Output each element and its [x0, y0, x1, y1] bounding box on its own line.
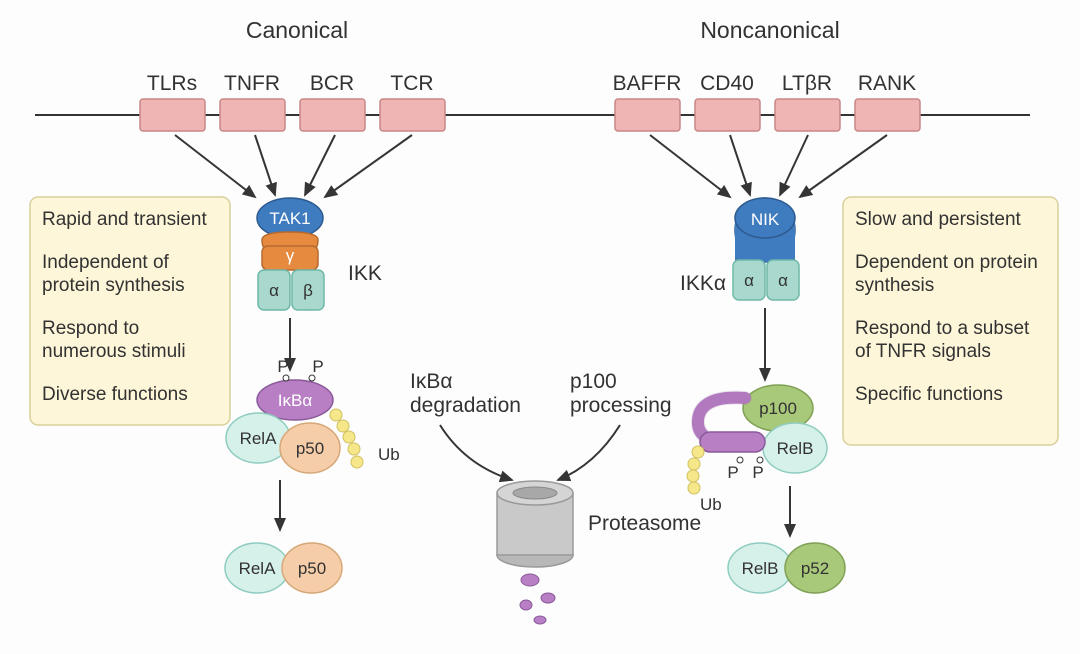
- receptor-label: BCR: [310, 72, 354, 95]
- rela-label: RelA: [240, 429, 278, 448]
- ikk-alpha-label: α: [269, 281, 279, 300]
- p-label: P: [727, 463, 738, 482]
- p50-label: p50: [298, 559, 326, 578]
- receptor-tnfr: TNFR: [220, 72, 285, 131]
- p52-label: p52: [801, 559, 829, 578]
- infobox-line: Respond to: [42, 318, 139, 339]
- noncanonical-receptors: BAFFR CD40 LTβR RANK: [613, 72, 920, 131]
- proteasome-fragments: [520, 574, 555, 624]
- ikka-label: IKKα: [680, 272, 726, 295]
- infobox-line: Dependent on protein: [855, 252, 1038, 273]
- infobox-line: protein synthesis: [42, 275, 185, 296]
- p-label: P: [312, 357, 323, 376]
- ikba-complex: IκBα P P RelA p50 Ub: [226, 357, 400, 473]
- receptor-label: CD40: [700, 72, 754, 95]
- infobox-line: of TNFR signals: [855, 341, 991, 362]
- canonical-receptors: TLRs TNFR BCR TCR: [140, 72, 445, 131]
- gamma-label: γ: [286, 246, 295, 265]
- ub-label: Ub: [378, 445, 400, 464]
- infobox-line: Diverse functions: [42, 384, 188, 405]
- p100-complex: p100 RelB P P Ub: [687, 385, 827, 514]
- nik-label: NIK: [751, 210, 780, 229]
- noncanonical-kinase-complex: NIK α α IKKα: [680, 198, 799, 300]
- p-label: P: [277, 357, 288, 376]
- receptor-label: TLRs: [147, 72, 197, 95]
- receptor-tlrs: TLRs: [140, 72, 205, 131]
- receptor-cd40: CD40: [695, 72, 760, 131]
- ikka-alpha2-label: α: [778, 271, 788, 290]
- relb-label: RelB: [777, 439, 814, 458]
- receptor-label: TNFR: [224, 72, 280, 95]
- receptor-label: LTβR: [782, 72, 832, 95]
- infobox-line: Respond to a subset: [855, 318, 1030, 339]
- infobox-line: Rapid and transient: [42, 209, 207, 230]
- rela-label: RelA: [239, 559, 277, 578]
- noncanonical-receptor-arrows: [650, 135, 887, 197]
- receptor-label: RANK: [858, 72, 916, 95]
- proteasome: Proteasome: [497, 481, 701, 567]
- ikk-beta-label: β: [303, 281, 313, 300]
- infobox-line: Specific functions: [855, 384, 1003, 405]
- receptor-ltbr: LTβR: [775, 72, 840, 131]
- ub-chain: Ub: [330, 409, 400, 468]
- receptor-label: TCR: [390, 72, 433, 95]
- infobox-line: Slow and persistent: [855, 209, 1022, 230]
- canonical-receptor-arrows: [175, 135, 412, 197]
- p-label: P: [752, 463, 763, 482]
- p100-proc-label1: p100: [570, 370, 617, 393]
- ikba-deg-label1: IκBα: [410, 370, 452, 393]
- noncanonical-title: Noncanonical: [700, 17, 839, 43]
- noncanonical-infobox: Slow and persistent Dependent on protein…: [843, 197, 1058, 445]
- ub-label: Ub: [700, 495, 722, 514]
- proteasome-label: Proteasome: [588, 512, 701, 535]
- p100-proc-label2: processing: [570, 394, 672, 417]
- canonical-title: Canonical: [246, 17, 348, 43]
- receptor-label: BAFFR: [613, 72, 682, 95]
- tak1-label: TAK1: [269, 209, 310, 228]
- receptor-rank: RANK: [855, 72, 920, 131]
- canonical-kinase-complex: TAK1 γ α β IKK: [257, 198, 382, 310]
- receptor-tcr: TCR: [380, 72, 445, 131]
- p50-label: p50: [296, 439, 324, 458]
- ikka-alpha1-label: α: [744, 271, 754, 290]
- infobox-line: numerous stimuli: [42, 341, 186, 362]
- ikba-label: IκBα: [278, 391, 313, 410]
- relb-label: RelB: [742, 559, 779, 578]
- ikba-deg-label2: degradation: [410, 394, 521, 417]
- rela-p50-dimer: RelA p50: [225, 543, 342, 593]
- ikk-label: IKK: [348, 262, 382, 285]
- ub-chain-nc: Ub: [687, 446, 722, 514]
- infobox-line: Independent of: [42, 252, 170, 273]
- diagram-canvas: Canonical Noncanonical TLRs TNFR BCR TCR…: [0, 0, 1080, 654]
- receptor-bcr: BCR: [300, 72, 365, 131]
- relb-p52-dimer: RelB p52: [728, 543, 845, 593]
- canonical-infobox: Rapid and transient Independent of prote…: [30, 197, 230, 425]
- process-arrows: IκBα degradation p100 processing: [410, 370, 672, 480]
- receptor-baffr: BAFFR: [613, 72, 682, 131]
- infobox-line: synthesis: [855, 275, 934, 296]
- p100-label: p100: [759, 399, 797, 418]
